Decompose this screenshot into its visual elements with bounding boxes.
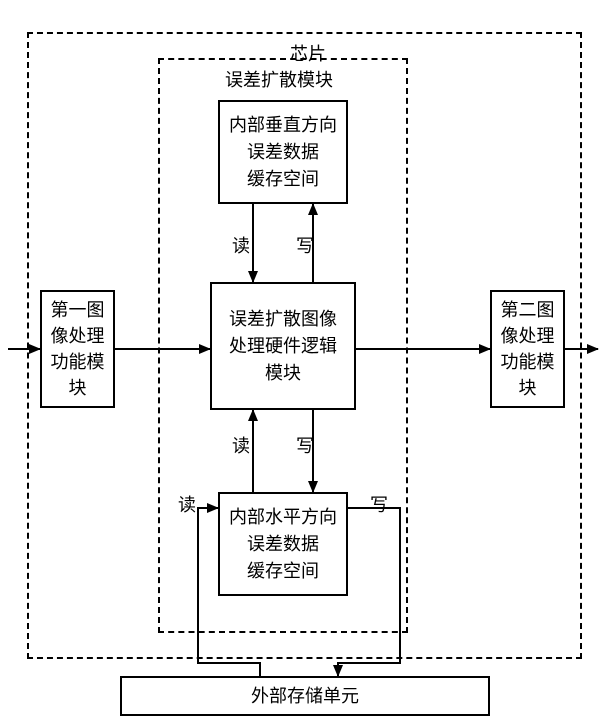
first-image-module: 第一图像处理功能模块 — [40, 290, 115, 408]
write-top-label: 写 — [296, 232, 314, 258]
write-ext-label: 写 — [370, 491, 388, 517]
second-image-module: 第二图像处理功能模块 — [490, 290, 565, 408]
write-bot-label: 写 — [296, 432, 314, 458]
read-top-label: 读 — [232, 232, 250, 258]
read-bot-label: 读 — [232, 432, 250, 458]
error-diffusion-core-text: 误差扩散图像处理硬件逻辑模块 — [229, 306, 337, 387]
horizontal-error-buffer-text: 内部水平方向误差数据缓存空间 — [229, 504, 337, 585]
read-ext-label: 读 — [178, 491, 196, 517]
vertical-error-buffer-text: 内部垂直方向误差数据缓存空间 — [229, 112, 337, 193]
external-storage-text: 外部存储单元 — [251, 683, 359, 710]
external-storage: 外部存储单元 — [120, 676, 490, 716]
error-diffusion-title: 误差扩散模块 — [225, 66, 333, 92]
vertical-error-buffer: 内部垂直方向误差数据缓存空间 — [218, 100, 348, 204]
error-diffusion-core: 误差扩散图像处理硬件逻辑模块 — [210, 282, 356, 410]
second-image-module-text: 第二图像处理功能模块 — [501, 297, 555, 401]
first-image-module-text: 第一图像处理功能模块 — [51, 297, 105, 401]
horizontal-error-buffer: 内部水平方向误差数据缓存空间 — [218, 492, 348, 596]
